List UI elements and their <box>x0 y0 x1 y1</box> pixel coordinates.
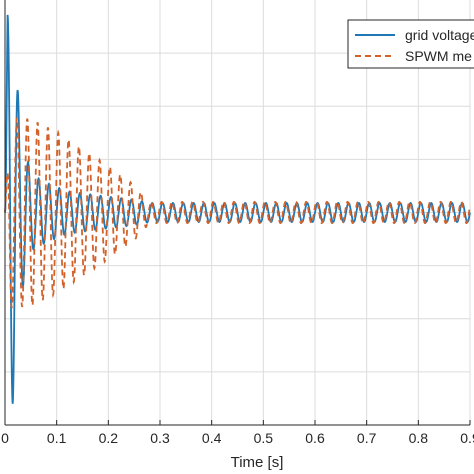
x-tick-label-3: 0.3 <box>150 430 170 446</box>
x-tick-label-4: 0.4 <box>202 430 222 446</box>
legend: grid voltage SPWM me <box>347 19 474 69</box>
series-line-spwm <box>4 117 471 309</box>
legend-label-spwm: SPWM me <box>405 48 472 64</box>
series-line-grid-voltage <box>4 14 471 404</box>
x-tick-label-9: 0.9 <box>460 430 474 446</box>
x-tick-label-8: 0.8 <box>409 430 429 446</box>
x-tick-label-2: 0.2 <box>99 430 119 446</box>
x-axis-label: Time [s] <box>231 454 284 471</box>
legend-box <box>347 19 474 69</box>
x-tick-label-7: 0.7 <box>357 430 377 446</box>
x-tick-label-1: 0.1 <box>47 430 67 446</box>
x-tick-label-0: 0 <box>1 430 9 446</box>
legend-label-grid-voltage: grid voltage <box>405 27 474 43</box>
x-tick-labels: 0 0.1 0.2 0.3 0.4 0.5 0.6 0.7 0.8 0.9 <box>1 430 474 446</box>
x-tick-label-5: 0.5 <box>254 430 274 446</box>
series-lines <box>4 14 471 404</box>
x-tick-label-6: 0.6 <box>305 430 325 446</box>
axes <box>4 0 471 426</box>
